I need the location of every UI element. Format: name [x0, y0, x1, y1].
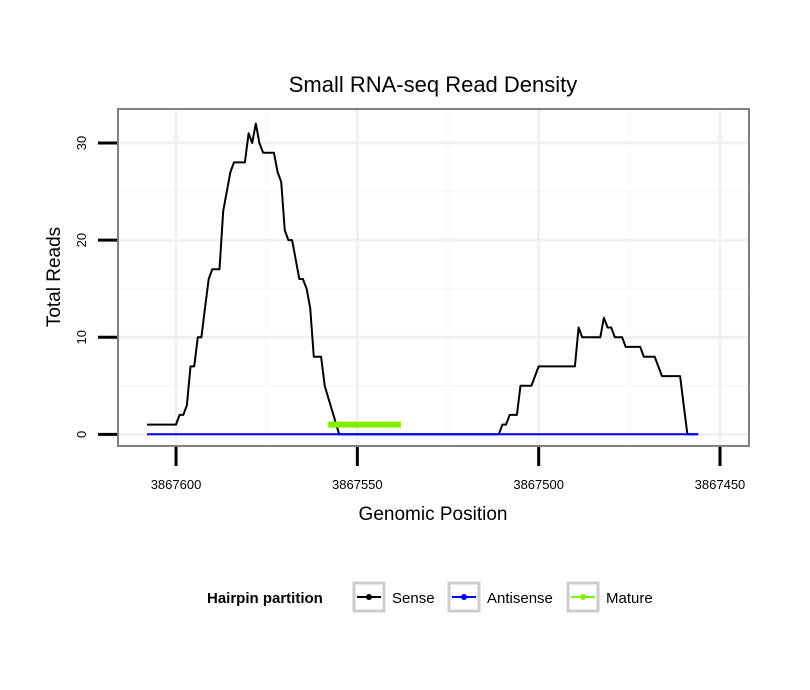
- series-lines: [147, 122, 699, 436]
- plot-border: [117, 108, 750, 447]
- legend-label-sense: Sense: [392, 590, 435, 607]
- y-tick-label: 10: [74, 330, 89, 344]
- y-tick-label: 0: [74, 431, 89, 438]
- x-axis-label: Genomic Position: [359, 504, 508, 525]
- x-tick-label: 3867450: [695, 477, 746, 492]
- x-tick-label: 3867550: [332, 477, 383, 492]
- y-tick-label: 20: [74, 233, 89, 247]
- legend-point-antisense: [461, 594, 467, 600]
- legend-label-mature: Mature: [606, 590, 653, 607]
- legend-point-sense: [366, 594, 372, 600]
- chart-title: Small RNA-seq Read Density: [289, 72, 578, 97]
- y-axis-label: Total Reads: [44, 227, 65, 327]
- x-tick-label: 3867600: [151, 477, 202, 492]
- plot-panel: [118, 109, 749, 446]
- axis-ticks: 0 10 20 30 3867600 3867550 3867500 3867450: [74, 136, 745, 492]
- legend: Hairpin partition Sense Antisense Mature: [207, 581, 653, 613]
- grid: [118, 109, 749, 446]
- x-tick-label: 3867500: [513, 477, 564, 492]
- series-line-sense: [147, 122, 699, 436]
- legend-title: Hairpin partition: [207, 590, 323, 607]
- legend-point-mature: [580, 594, 586, 600]
- legend-label-antisense: Antisense: [487, 590, 553, 607]
- y-tick-label: 30: [74, 136, 89, 150]
